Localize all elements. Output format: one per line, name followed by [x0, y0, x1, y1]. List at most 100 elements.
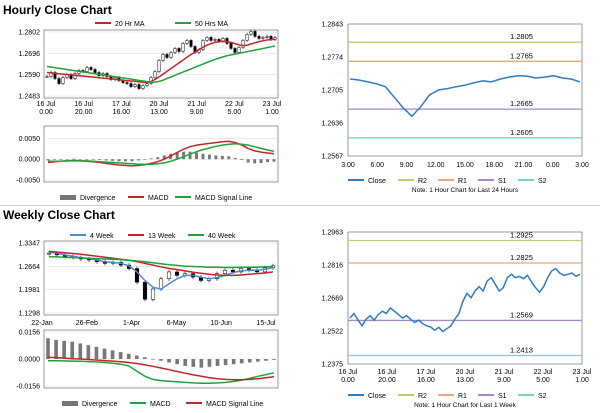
hourly-legend-ma20-label: 20 Hr MA: [115, 21, 145, 28]
weekly-levels-chart: 1.2963 1.2816 1.2669 1.2522 1.2375 1.2925 1.28…: [322, 230, 592, 410]
weekly-macd-divergence-bar: [118, 352, 123, 359]
weekly-price-x-tick: 26-Feb: [76, 320, 98, 327]
weekly-macd-divergence-bar: [175, 359, 179, 365]
hourly-macd-legend-divergence-label: Divergence: [80, 195, 116, 202]
weekly-macd-divergence-bar: [239, 359, 244, 364]
hourly-macd-divergence-bar: [130, 159, 134, 162]
hourly-levels-x-tick: 12.00: [427, 162, 445, 169]
hourly-price-x-tick-date: 21 Jul: [187, 101, 206, 108]
hourly-macd-divergence-bar: [136, 159, 140, 161]
weekly-levels-x-tick-time: 1.00: [575, 377, 589, 384]
weekly-candle-body: [174, 271, 180, 276]
hourly-macd-legend-macd-label: MACD: [148, 195, 169, 202]
weekly-candle-body: [134, 268, 140, 283]
hourly-price-x-tick-time: 16.00: [113, 109, 131, 116]
hourly-levels-legend-r1-label: R1: [458, 178, 467, 185]
weekly-levels-x-tick-date: 23 Jul: [573, 369, 592, 376]
hourly-levels-y-tick: 1.2636: [322, 121, 344, 128]
hourly-macd-divergence-bar: [149, 158, 153, 160]
weekly-price-x-tick: 15-Jul: [256, 320, 276, 327]
hourly-candle-body: [157, 60, 161, 72]
hourly-macd-macd-line: [47, 140, 275, 167]
weekly-levels-x-tick-date: 17 Jul: [417, 369, 436, 376]
hourly-candle-body: [245, 34, 249, 41]
weekly-macd-divergence-bar: [191, 359, 196, 367]
hourly-macd-divergence-bar: [162, 155, 166, 160]
hourly-candle-body: [125, 82, 129, 84]
weekly-macd-macd-line: [48, 359, 275, 384]
weekly-levels-frame: [347, 231, 583, 365]
hourly-macd-divergence-bar: [182, 151, 186, 160]
weekly-macd-divergence-bar: [134, 355, 139, 359]
hourly-macd-divergence-bar: [156, 157, 160, 160]
hourly-macd-divergence-bar: [266, 159, 270, 163]
weekly-price-chart: 1.3347 1.2664 1.1981 1.1298 4 Week 13 Week 40 …: [19, 233, 279, 327]
hourly-macd-divergence-bar: [195, 152, 198, 160]
hourly-levels-x-tick: 0.00: [546, 162, 560, 169]
hourly-candle-body: [145, 83, 149, 86]
weekly-levels-legend-r1-label: R1: [458, 393, 467, 400]
hourly-macd-divergence-bar: [124, 159, 127, 162]
hourly-candle-body: [213, 39, 217, 41]
hourly-macd-divergence-bar: [214, 155, 218, 160]
hourly-candle-body: [45, 76, 49, 78]
weekly-price-y-tick: 1.3347: [19, 241, 41, 248]
weekly-40week-line: [48, 255, 274, 269]
weekly-macd-signal-line: [47, 356, 275, 381]
weekly-levels-legend-r2-label: R2: [418, 393, 427, 400]
hourly-candle-body: [137, 84, 141, 89]
hourly-candle-body: [185, 40, 189, 44]
hourly-price-x-tick-time: 5.00: [228, 109, 242, 116]
hourly-candle-body: [229, 43, 233, 49]
weekly-macd-y-tick: -0.0156: [16, 384, 40, 391]
hourly-levels-y-tick: 1.2774: [322, 55, 344, 62]
hourly-price-x-tick-time: 20.00: [75, 109, 93, 116]
hourly-levels-x-tick: 6.00: [370, 162, 384, 169]
weekly-levels-level-s2-label: 1.2413: [510, 345, 533, 354]
weekly-candle-body: [150, 288, 156, 300]
hourly-price-x-tick-date: 16 Jul: [74, 101, 93, 108]
hourly-macd-legend-divergence-swatch: [60, 195, 76, 200]
weekly-macd-chart: 0.0156 0.0000 -0.0156 Divergence MACD MACD Si…: [16, 330, 279, 408]
hourly-candle-body: [141, 85, 145, 89]
hourly-macd-divergence-bar: [253, 159, 257, 164]
weekly-macd-divergence-bar: [143, 357, 147, 359]
hourly-macd-divergence-bar: [201, 153, 205, 160]
hourly-candle-body: [177, 48, 181, 52]
hourly-macd-divergence-bar: [259, 159, 263, 163]
weekly-macd-divergence-bar: [86, 345, 91, 359]
weekly-levels-x-tick-date: 20 Jul: [456, 369, 475, 376]
hourly-candle-body: [189, 40, 193, 47]
hourly-candle-body: [205, 37, 209, 41]
hourly-candle-body: [89, 67, 93, 70]
weekly-macd-divergence-bar: [264, 359, 268, 361]
hourly-macd-divergence-bar: [59, 159, 63, 160]
hourly-levels-legend-close-label: Close: [368, 178, 386, 185]
hourly-price-y-tick: 1.2696: [19, 51, 41, 58]
hourly-macd-divergence-bar: [98, 159, 102, 161]
weekly-price-x-tick: 22-Jan: [31, 320, 53, 327]
hourly-ma20-line: [46, 38, 276, 84]
weekly-levels-y-tick: 1.2669: [322, 296, 344, 303]
hourly-macd-divergence-bar: [111, 159, 115, 161]
hourly-levels-x-tick: 3.00: [341, 162, 355, 169]
weekly-macd-divergence-bar: [102, 348, 107, 359]
weekly-levels-y-tick: 1.2522: [322, 329, 344, 336]
weekly-macd-divergence-bar: [62, 340, 66, 359]
weekly-price-x-tick: 10-Jun: [210, 320, 232, 327]
hourly-price-x-tick-time: 1.00: [265, 109, 279, 116]
hourly-candle-body: [265, 36, 269, 38]
hourly-price-x-tick-time: 0.00: [39, 109, 53, 116]
hourly-candle-body: [161, 54, 165, 61]
weekly-levels-y-tick: 1.2963: [322, 230, 344, 237]
hourly-price-x-tick-date: 20 Jul: [150, 101, 169, 108]
hourly-macd-divergence-bar: [104, 159, 108, 161]
weekly-levels-x-tick-time: 20.00: [378, 377, 396, 384]
hourly-price-frame: [43, 29, 279, 99]
hourly-levels-legend-s1-label: S1: [498, 178, 507, 185]
weekly-macd-divergence-bar: [167, 359, 171, 363]
hourly-levels-note: Note: 1 Hour Chart for Last 24 Hours: [412, 187, 519, 194]
weekly-macd-y-tick: 0.0000: [19, 357, 41, 364]
weekly-levels-level-r1-label: 1.2825: [510, 253, 533, 262]
hourly-levels-x-tick: 9.00: [400, 162, 414, 169]
